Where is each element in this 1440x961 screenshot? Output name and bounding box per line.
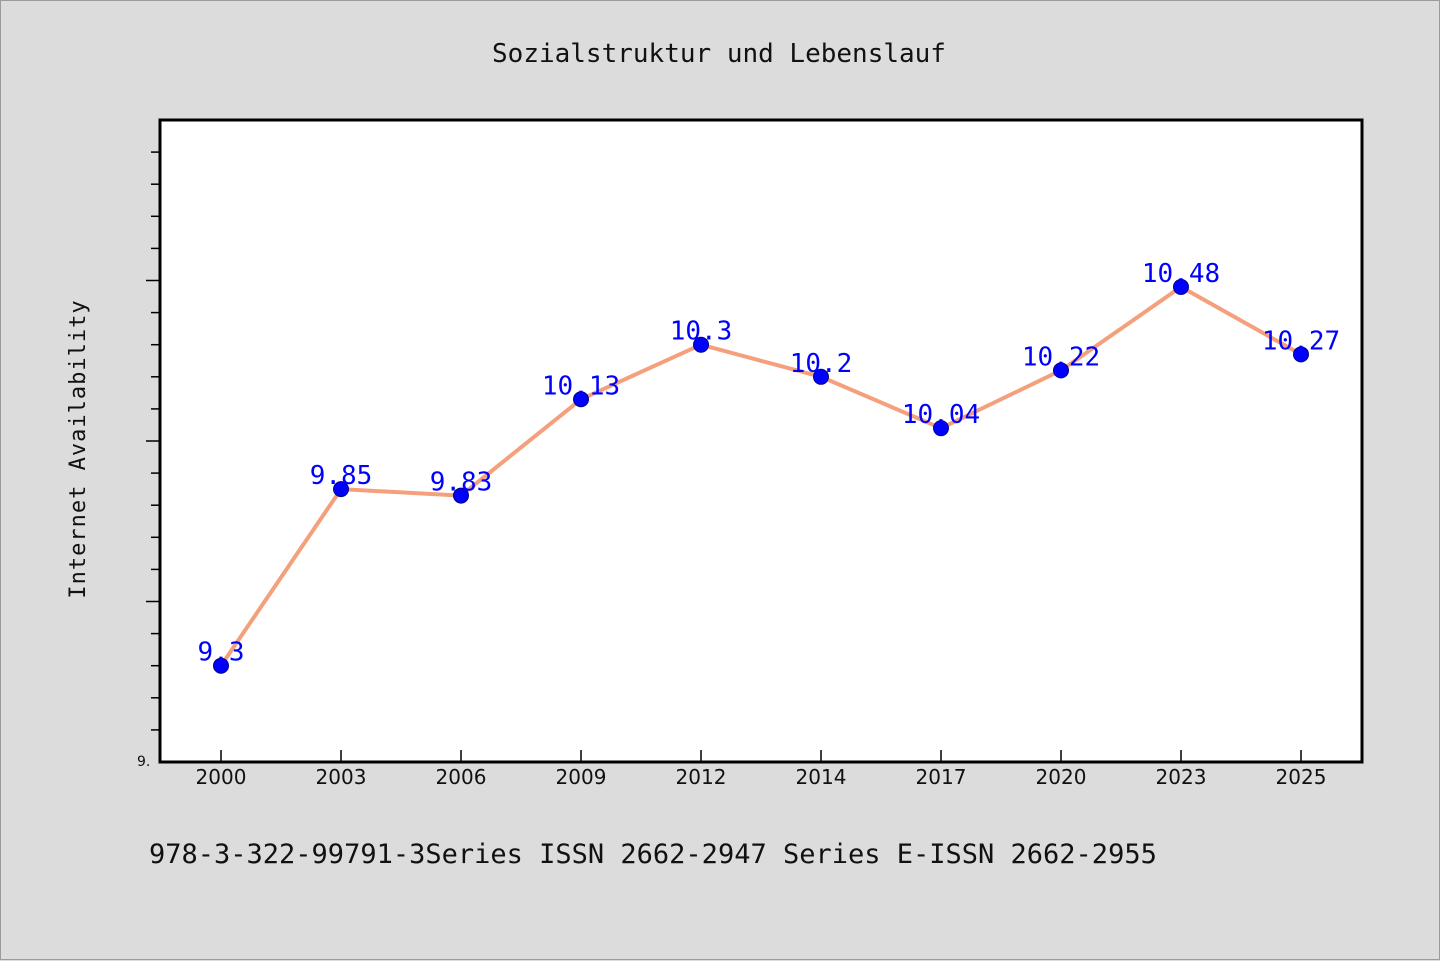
data-label: 10.3 bbox=[670, 317, 733, 347]
series-line bbox=[219, 284, 1303, 668]
x-axis-tick-label: 2009 bbox=[556, 765, 607, 789]
x-axis-tick-label: 2012 bbox=[676, 765, 727, 789]
x-axis-tick-label: 2000 bbox=[196, 765, 247, 789]
x-axis-tick-label: 2025 bbox=[1276, 765, 1327, 789]
data-point-marker bbox=[933, 420, 949, 437]
data-label: 10.27 bbox=[1262, 326, 1340, 356]
y-axis-ticks bbox=[146, 151, 160, 731]
data-point-marker bbox=[453, 487, 469, 504]
x-axis-tick-label: 2006 bbox=[436, 765, 487, 789]
data-point-marker bbox=[213, 657, 229, 674]
x-axis-tick-label: 2014 bbox=[796, 765, 847, 789]
data-point-marker bbox=[573, 391, 589, 408]
footer-isbn-text: 978-3-322-99791-3Series ISSN 2662-2947 S… bbox=[149, 839, 1157, 870]
chart-title: Sozialstruktur und Lebenslauf bbox=[492, 39, 946, 69]
data-label: 10.2 bbox=[790, 349, 853, 379]
data-label: 10.13 bbox=[542, 371, 620, 401]
data-label: 9.85 bbox=[310, 461, 373, 491]
data-label: 10.04 bbox=[902, 400, 980, 430]
x-axis-tick-label: 2020 bbox=[1036, 765, 1087, 789]
x-axis-tick-label: 2003 bbox=[316, 765, 367, 789]
series-markers bbox=[213, 278, 1309, 674]
y-axis-tick-label: 9. bbox=[137, 754, 150, 770]
data-label: 10.22 bbox=[1022, 342, 1100, 372]
x-axis-ticks bbox=[220, 750, 1302, 762]
data-label: 9.83 bbox=[430, 468, 493, 498]
x-axis-tick-label: 2023 bbox=[1156, 765, 1207, 789]
data-point-marker bbox=[333, 481, 349, 498]
x-axis-tick-labels: 2000 2003 2006 2009 2012 2014 2017 2020 2023 2025 bbox=[196, 765, 1327, 789]
data-point-marker bbox=[1293, 346, 1309, 363]
data-labels: 9.3 9.85 9.83 10.13 10.3 10.2 10.04 10.22 10.48 1… bbox=[198, 259, 1341, 668]
data-point-marker bbox=[813, 368, 829, 385]
data-point-marker bbox=[693, 336, 709, 353]
x-axis-tick-label: 2017 bbox=[916, 765, 967, 789]
data-point-marker bbox=[1173, 278, 1189, 295]
plot-area bbox=[158, 118, 1364, 764]
data-label: 9.3 bbox=[198, 638, 245, 668]
data-point-marker bbox=[1053, 362, 1069, 379]
data-label: 10.48 bbox=[1142, 259, 1220, 289]
y-axis-label: Internet Availability bbox=[66, 299, 91, 598]
